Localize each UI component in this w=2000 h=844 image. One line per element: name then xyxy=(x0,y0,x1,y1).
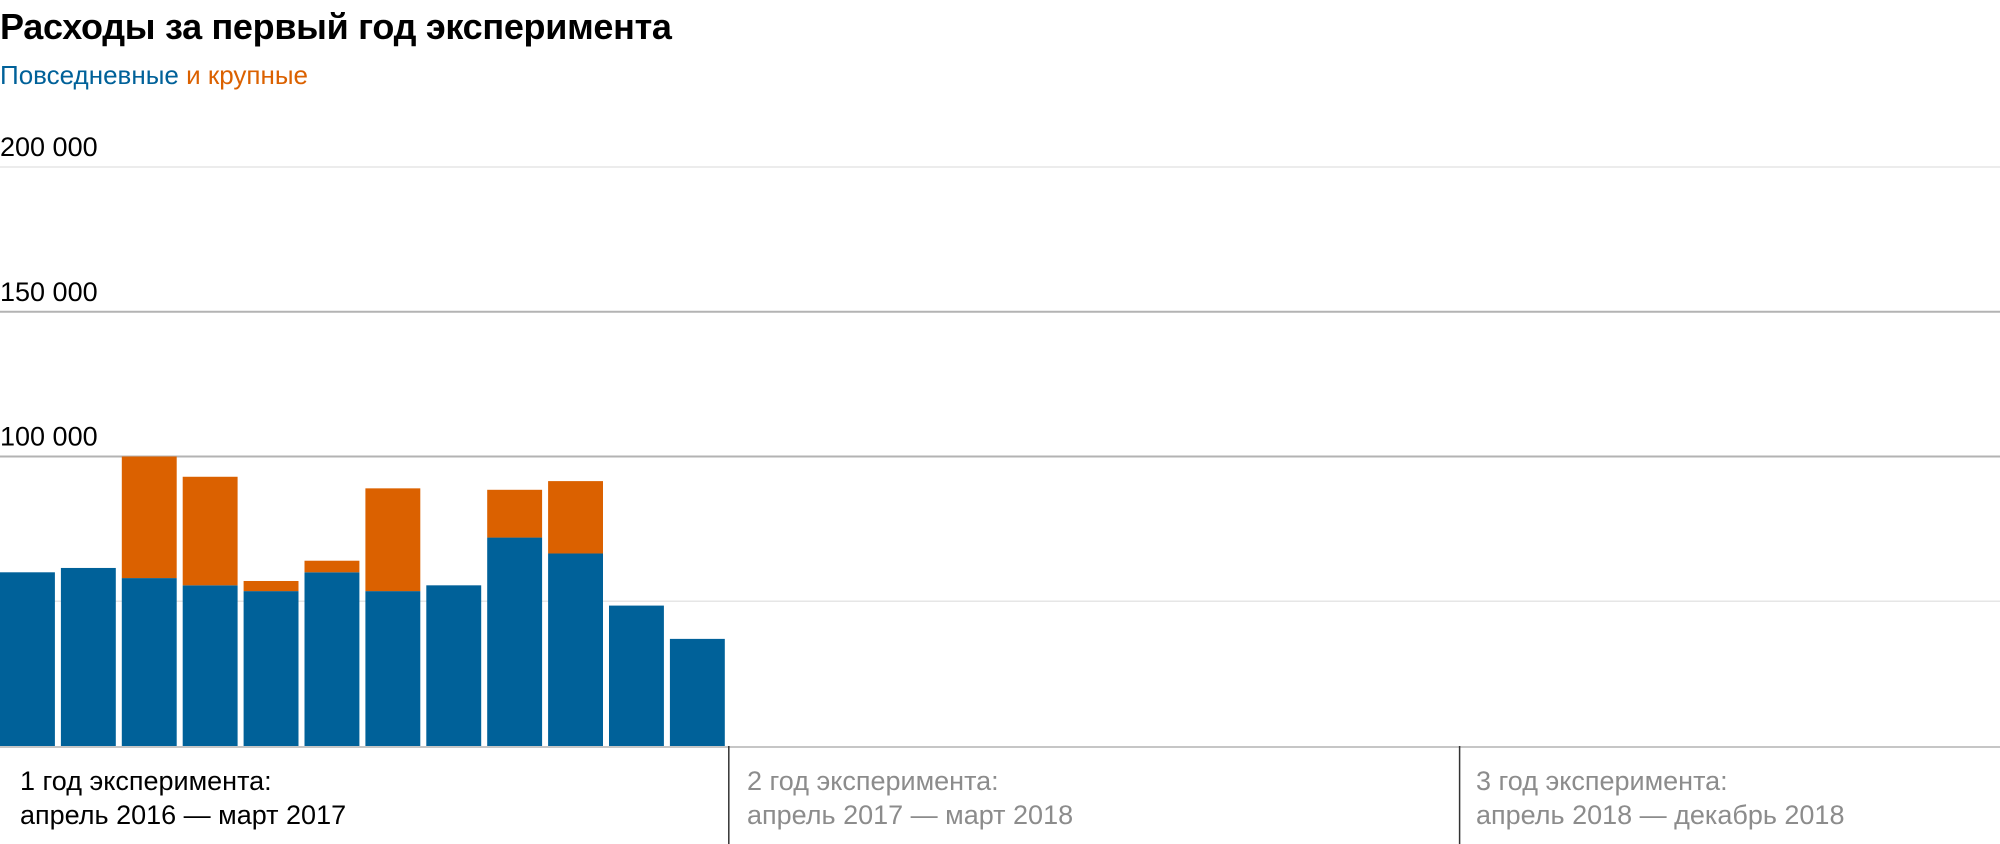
bar-everyday-5 xyxy=(243,591,299,746)
bar-large-7 xyxy=(365,488,421,592)
bar-everyday-6 xyxy=(304,572,360,746)
bar-everyday-4 xyxy=(182,585,238,746)
chart-title: Расходы за первый год эксперимента xyxy=(0,6,672,47)
bar-large-5 xyxy=(243,580,299,592)
bar-everyday-2 xyxy=(60,567,116,746)
chart-subtitle: Повседневные и крупные xyxy=(0,60,308,91)
bar-everyday-12 xyxy=(669,638,725,746)
period-2-title: 2 год эксперимента: xyxy=(747,766,999,796)
y-tick-label-200000: 200 000 xyxy=(0,132,98,162)
legend-everyday: Повседневные xyxy=(0,60,179,90)
bar-large-4 xyxy=(182,476,238,586)
period-3-title: 3 год эксперимента: xyxy=(1476,766,1728,796)
bar-large-9 xyxy=(487,489,543,538)
period-3-range: апрель 2018 — декабрь 2018 xyxy=(1476,800,1845,830)
legend-large: и крупные xyxy=(186,60,308,90)
bar-everyday-10 xyxy=(548,553,603,746)
bar-everyday-7 xyxy=(365,591,421,746)
bar-everyday-3 xyxy=(121,578,177,746)
y-tick-label-100000: 100 000 xyxy=(0,422,98,452)
period-label-3: 3 год эксперимента: апрель 2018 — декабр… xyxy=(1476,764,1844,832)
bar-everyday-11 xyxy=(609,605,664,746)
period-1-title: 1 год эксперимента: xyxy=(20,766,272,796)
period-label-2: 2 год эксперимента: апрель 2017 — март 2… xyxy=(747,764,1073,832)
bar-large-3 xyxy=(121,456,177,579)
period-label-1: 1 год эксперимента: апрель 2016 — март 2… xyxy=(20,764,346,832)
y-tick-label-150000: 150 000 xyxy=(0,277,98,307)
bar-everyday-1 xyxy=(0,572,55,746)
bar-everyday-9 xyxy=(487,537,543,746)
bar-large-6 xyxy=(304,560,360,573)
period-2-range: апрель 2017 — март 2018 xyxy=(747,800,1074,830)
bar-everyday-8 xyxy=(426,585,482,746)
period-1-range: апрель 2016 — март 2017 xyxy=(20,800,347,830)
bar-large-10 xyxy=(548,481,603,554)
